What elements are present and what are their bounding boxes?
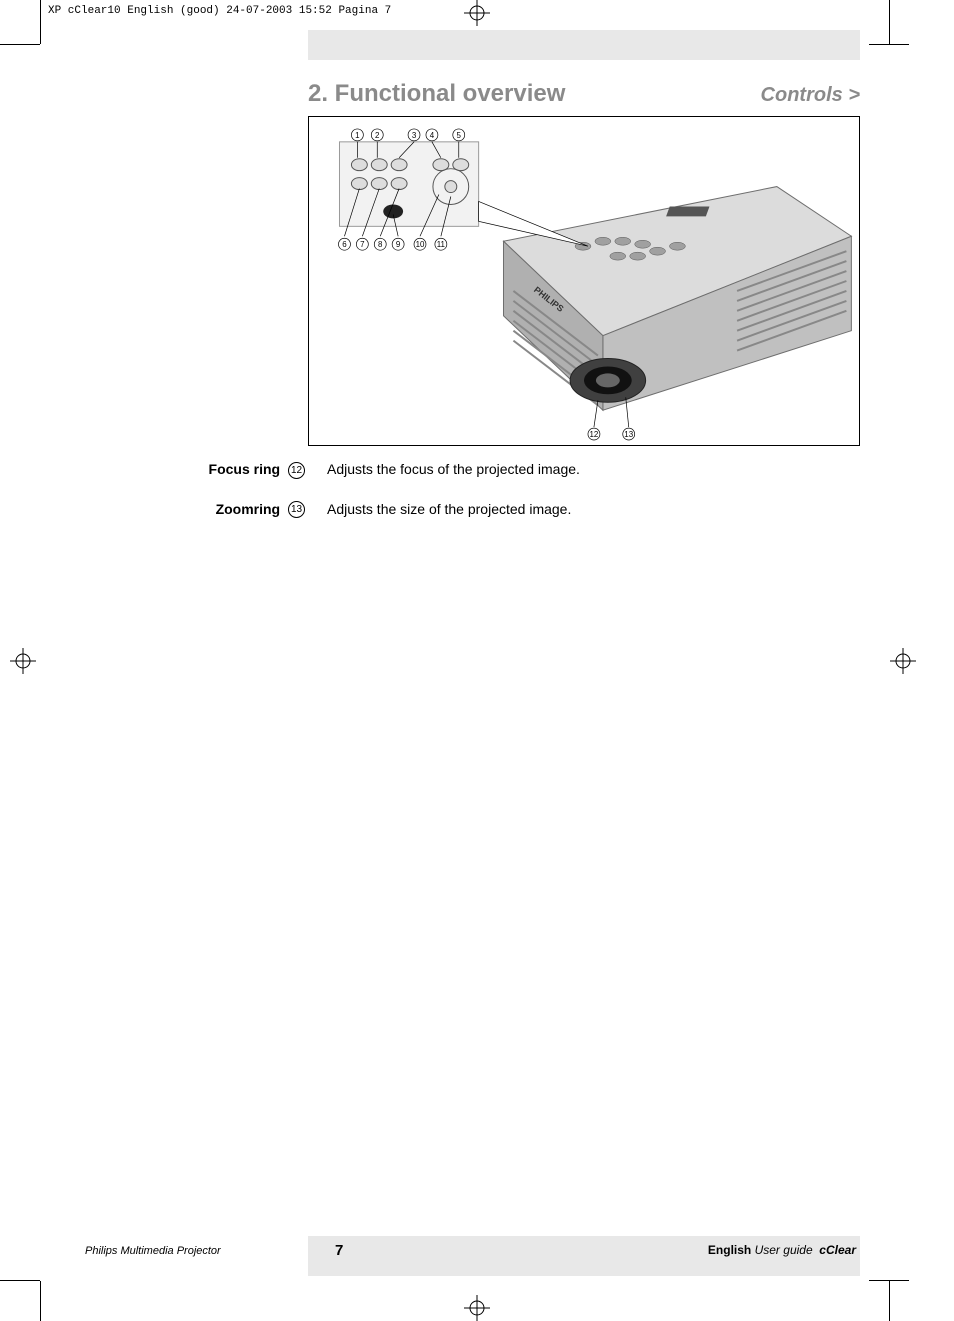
print-header: XP cClear10 English (good) 24-07-2003 15…: [48, 5, 391, 17]
entry-desc: Adjusts the focus of the projected image…: [327, 460, 860, 480]
svg-text:2: 2: [375, 131, 380, 140]
page-number: 7: [335, 1242, 343, 1259]
header-bar: [308, 30, 860, 60]
cropmark: [40, 0, 41, 44]
svg-text:7: 7: [360, 240, 365, 249]
registration-mark: [10, 648, 36, 674]
svg-text:3: 3: [412, 131, 417, 140]
entry-label: Focus ring 12: [85, 460, 327, 480]
cropmark: [0, 1280, 40, 1281]
svg-text:10: 10: [416, 240, 425, 249]
svg-text:11: 11: [437, 240, 446, 249]
svg-text:13: 13: [624, 430, 633, 439]
svg-text:6: 6: [342, 240, 347, 249]
entry-label: Zoomring 13: [85, 500, 327, 520]
footer-user-guide: User guide: [755, 1243, 813, 1257]
projector-figure: PHILIPS 12345: [308, 116, 860, 446]
definition-entry: Focus ring 12Adjusts the focus of the pr…: [85, 460, 860, 480]
section-header: 2. Functional overview Controls >: [308, 80, 860, 108]
registration-mark: [890, 648, 916, 674]
definition-entry: Zoomring 13Adjusts the size of the proje…: [85, 500, 860, 520]
registration-mark: [464, 0, 490, 26]
inset-control-panel: [339, 142, 587, 246]
section-title: 2. Functional overview: [308, 80, 565, 108]
svg-text:9: 9: [396, 240, 401, 249]
cropmark: [869, 44, 909, 45]
svg-text:4: 4: [430, 131, 435, 140]
svg-text:1: 1: [355, 131, 360, 140]
footer-guide: English User guide cClear: [708, 1243, 856, 1257]
registration-mark: [464, 1295, 490, 1321]
cropmark: [889, 0, 890, 44]
footer-model: cClear: [819, 1243, 856, 1257]
svg-text:8: 8: [378, 240, 383, 249]
svg-text:12: 12: [590, 430, 599, 439]
definition-list: Focus ring 12Adjusts the focus of the pr…: [85, 460, 860, 539]
footer-brand: Philips Multimedia Projector: [85, 1245, 221, 1257]
entry-desc: Adjusts the size of the projected image.: [327, 500, 860, 520]
cropmark: [40, 1281, 41, 1321]
projector-body: PHILIPS: [503, 187, 851, 411]
svg-text:5: 5: [457, 131, 462, 140]
cropmark: [0, 44, 40, 45]
cropmark: [889, 1281, 890, 1321]
footer-lang: English: [708, 1243, 751, 1257]
section-subtitle: Controls >: [761, 84, 860, 107]
